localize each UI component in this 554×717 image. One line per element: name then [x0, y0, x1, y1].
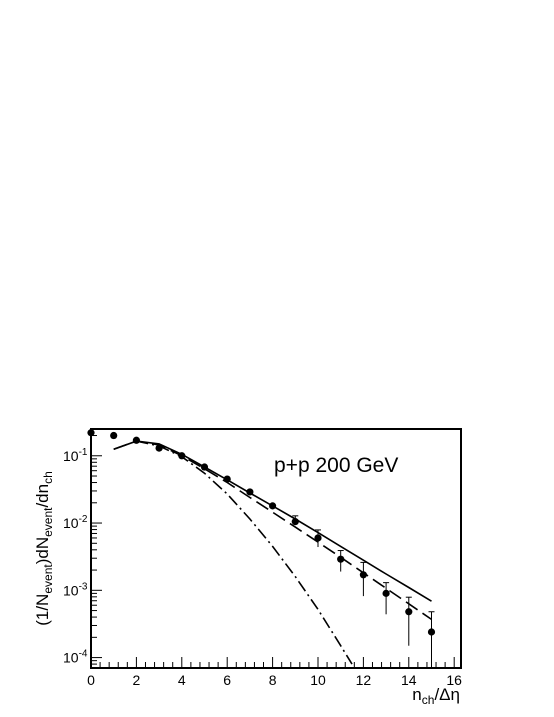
- data-point: [291, 518, 299, 526]
- y-axis-title-sub: event: [41, 507, 55, 537]
- x-tick-label: 10: [310, 672, 326, 688]
- data-point: [268, 502, 277, 510]
- curve-dashdot: [136, 440, 353, 665]
- y-axis-title-sub: event: [41, 564, 55, 594]
- data-point: [359, 571, 367, 579]
- y-tick-exponent: -1: [79, 447, 88, 458]
- data-point: [314, 534, 322, 542]
- y-axis-title-main: (1/N: [33, 594, 52, 626]
- y-tick-label: 10-2: [63, 514, 88, 531]
- y-axis-title-sub: ch: [41, 471, 55, 484]
- x-axis-title: nch/Δη: [412, 685, 460, 707]
- y-tick-base: 10: [63, 448, 79, 464]
- curve-dashed: [113, 440, 432, 621]
- x-tick-label: 8: [269, 672, 277, 688]
- data-point: [246, 488, 254, 496]
- x-tick-label: 2: [133, 672, 141, 688]
- y-tick-label: 10-1: [63, 447, 88, 464]
- x-axis-title-main: n: [412, 685, 421, 704]
- data-point: [382, 589, 390, 597]
- data-point: [110, 431, 118, 440]
- x-tick-label: 16: [446, 672, 462, 688]
- data-points: [87, 429, 436, 636]
- annotation-label: p+p 200 GeV: [274, 454, 398, 477]
- y-tick-label: 10-3: [63, 581, 88, 598]
- x-tick-labels: 0 2 4 6 8 10 12 14 16: [87, 672, 462, 688]
- y-axis-title-main: )dN: [33, 537, 52, 564]
- y-tick-exponent: -4: [79, 649, 88, 660]
- x-axis-title-rest: /Δη: [434, 685, 460, 704]
- x-tick-label: 4: [178, 672, 186, 688]
- data-point: [178, 452, 186, 460]
- data-point: [405, 608, 413, 616]
- plot-frame: [90, 428, 462, 669]
- x-tick-label: 0: [87, 672, 95, 688]
- y-tick-exponent: -2: [79, 514, 88, 525]
- y-tick-labels: 10-110-210-310-4: [63, 447, 88, 666]
- error-bars: [292, 515, 435, 668]
- data-point: [337, 555, 345, 563]
- x-tick-label: 6: [223, 672, 231, 688]
- data-point: [223, 475, 231, 483]
- y-axis-title-main: /dn: [33, 484, 52, 508]
- y-tick-base: 10: [63, 650, 79, 666]
- data-point: [155, 444, 163, 452]
- axis-ticks: [90, 435, 455, 669]
- x-tick-label: 12: [356, 672, 372, 688]
- y-tick-base: 10: [63, 515, 79, 531]
- data-point: [132, 436, 140, 444]
- y-axis-title: (1/Nevent)dNevent/dnch: [33, 471, 55, 626]
- y-tick-base: 10: [63, 582, 79, 598]
- y-tick-exponent: -3: [79, 581, 88, 592]
- data-point: [200, 463, 209, 471]
- x-tick-label: 14: [401, 672, 417, 688]
- x-axis-title-sub: ch: [422, 693, 435, 707]
- y-tick-label: 10-4: [63, 649, 88, 666]
- data-point: [427, 628, 436, 636]
